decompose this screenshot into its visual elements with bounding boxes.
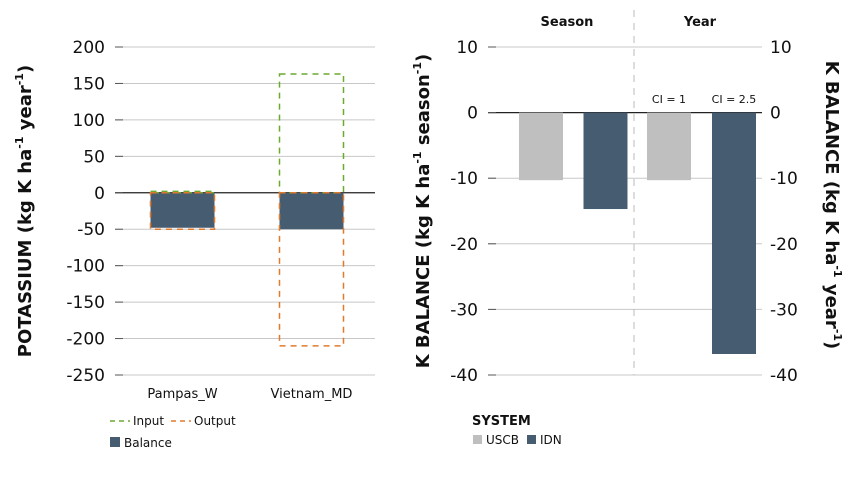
right-y-tick-label: -10 — [770, 169, 798, 189]
k-balance-chart: 10 10 0 0 -10 -10 -20 -20 -30 -30 -40 -40 Season Year… — [450, 10, 798, 386]
right-left-y-axis-title: K BALANCE (kg K ha-1 season-1) — [411, 54, 434, 369]
y-tick-label: -200 — [66, 330, 105, 350]
left-y-axis-title: POTASSIUM (kg K ha-1 year-1) — [13, 65, 36, 357]
left-y-tick-label: 0 — [467, 104, 478, 124]
y-tick-label: -250 — [66, 366, 105, 386]
right-y-tick-label: 0 — [770, 104, 781, 124]
y-tick-label: 200 — [73, 38, 105, 58]
panel-label-season: Season — [541, 15, 594, 30]
legend-output-label: Output — [194, 414, 236, 428]
y-tick-label: -100 — [66, 257, 105, 277]
left-y-tick-label: -20 — [450, 235, 478, 255]
panel-label-year: Year — [683, 15, 717, 30]
legend-balance-swatch — [110, 437, 120, 447]
right-y-tick-label: -30 — [770, 300, 798, 320]
bar-year-uscb — [647, 112, 691, 181]
legend-title: SYSTEM — [472, 414, 531, 429]
x-category-label: Vietnam_MD — [271, 387, 353, 402]
y-tick-label: 50 — [83, 147, 105, 167]
balance-bar — [150, 192, 215, 228]
x-category-label: Pampas_W — [147, 387, 217, 402]
output-bar — [149, 192, 216, 230]
legend-uscb-swatch — [473, 435, 482, 444]
bar-season-uscb — [519, 112, 563, 181]
right-y-tick-label: 10 — [770, 38, 792, 58]
y-tick-label: 100 — [73, 111, 105, 131]
right-y-tick-label: -20 — [770, 235, 798, 255]
legend-uscb-label: USCB — [486, 433, 519, 447]
left-y-tick-label: -10 — [450, 169, 478, 189]
ci-annotation: CI = 2.5 — [712, 93, 757, 106]
y-tick-label: -50 — [77, 220, 105, 240]
y-tick-label: 0 — [94, 184, 105, 204]
input-bar — [278, 73, 345, 194]
bar-season-idn — [583, 112, 628, 210]
left-y-tick-label: -30 — [450, 300, 478, 320]
y-tick-label: 150 — [73, 74, 105, 94]
y-tick-label: -150 — [66, 293, 105, 313]
left-y-tick-label: 10 — [456, 38, 478, 58]
balance-bar — [279, 192, 344, 230]
bar-year-idn — [712, 112, 756, 355]
right-y-tick-label: -40 — [770, 366, 798, 386]
ci-annotation: CI = 1 — [652, 93, 686, 106]
left-legend: Input Output Balance — [110, 414, 236, 450]
legend-idn-label: IDN — [540, 433, 562, 447]
output-bar — [278, 192, 345, 347]
legend-input-label: Input — [133, 414, 164, 428]
left-y-tick-label: -40 — [450, 366, 478, 386]
right-right-y-axis-title: K BALANCE (kg K ha-1 year-1) — [821, 61, 844, 350]
right-legend: SYSTEM USCB IDN — [472, 414, 562, 447]
legend-idn-swatch — [527, 435, 536, 444]
legend-balance-label: Balance — [124, 436, 172, 450]
potassium-chart: 200 150 100 50 0 -50 -100 -150 -200 -250 Pampas_W V… — [66, 38, 375, 402]
